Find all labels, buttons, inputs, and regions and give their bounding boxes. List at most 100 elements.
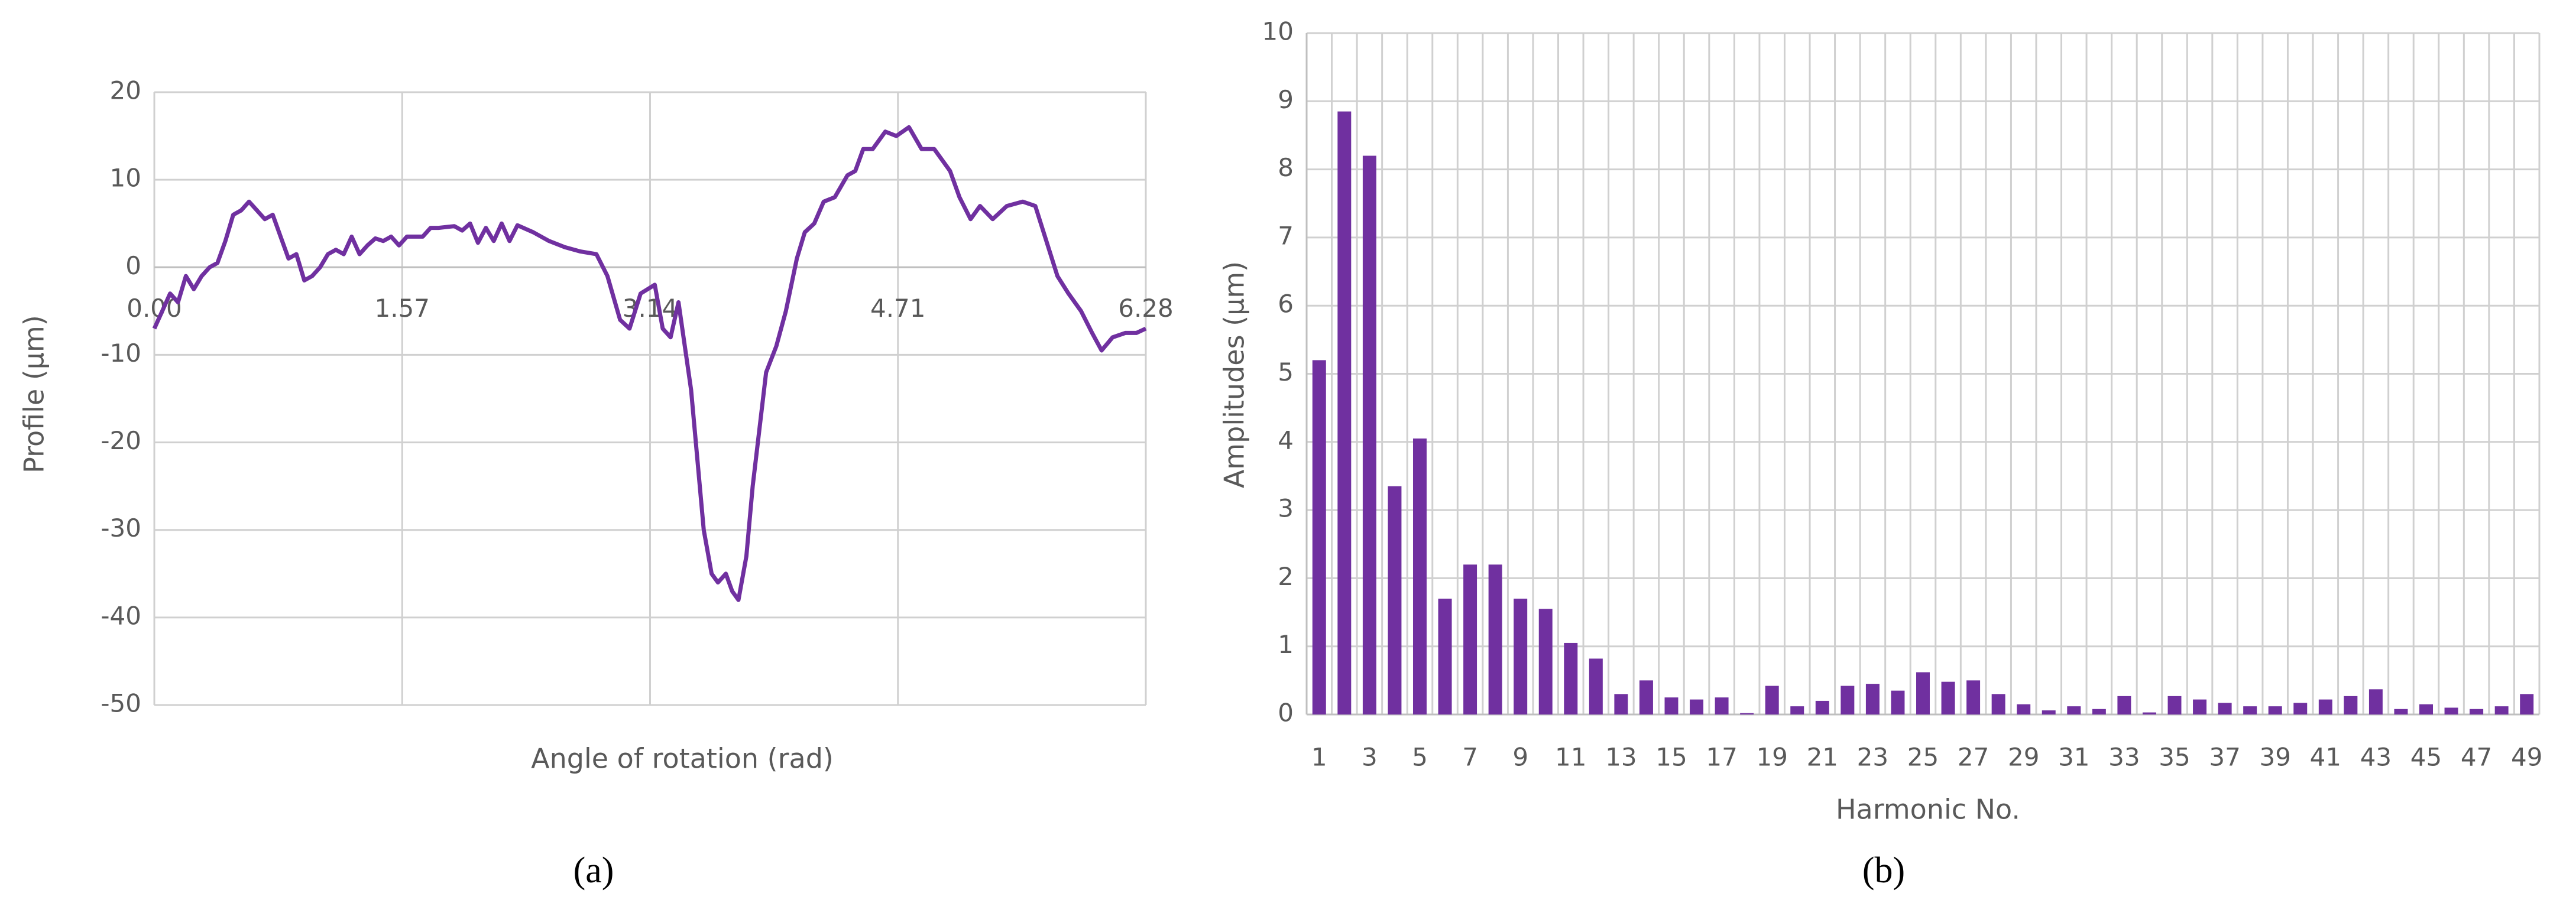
bar <box>1488 564 1502 714</box>
bar <box>1362 155 1376 714</box>
y-tick-label: -20 <box>101 426 141 455</box>
x-tick-label: 23 <box>1857 743 1888 772</box>
bar <box>1514 598 1528 714</box>
bar <box>1438 598 1452 714</box>
x-tick-label: 7 <box>1462 743 1478 772</box>
bar <box>1941 681 1955 714</box>
y-tick-label: 0 <box>125 251 141 280</box>
x-axis-label: Harmonic No. <box>1836 794 2020 826</box>
bar <box>2494 706 2509 714</box>
x-tick-label: 3 <box>1362 743 1378 772</box>
bar <box>2193 699 2207 714</box>
bar <box>2470 709 2484 714</box>
x-tick-label: 35 <box>2159 743 2190 772</box>
bar <box>2092 709 2106 714</box>
bar <box>2117 696 2131 714</box>
line-series <box>152 125 1147 602</box>
bar <box>2419 704 2434 714</box>
bar <box>1790 706 1804 714</box>
y-tick-label: 6 <box>1278 290 1294 319</box>
y-tick-label: 8 <box>1278 153 1294 182</box>
bar <box>1715 697 1729 714</box>
x-tick-label: 17 <box>1706 743 1737 772</box>
bar <box>1564 642 1578 714</box>
y-tick-label: 1 <box>1278 630 1294 659</box>
bar <box>1337 111 1352 715</box>
x-tick-label: 33 <box>2108 743 2140 772</box>
y-tick-label: 2 <box>1278 562 1294 591</box>
bar <box>2067 706 2081 714</box>
bar <box>1312 360 1326 714</box>
bar <box>1891 690 1905 714</box>
bar <box>1765 686 1779 714</box>
bar <box>2017 704 2031 714</box>
x-tick-label: 29 <box>2008 743 2039 772</box>
x-axis-label: Angle of rotation (rad) <box>531 743 834 775</box>
x-tick-label: 1.57 <box>374 294 430 323</box>
bar <box>2318 699 2332 714</box>
x-tick-label: 27 <box>1958 743 1989 772</box>
bar <box>1966 680 1981 714</box>
bar <box>1916 672 1930 714</box>
x-tick-label: 6.28 <box>1118 294 1174 323</box>
y-tick-label: -50 <box>101 689 141 718</box>
bar <box>1841 686 1855 714</box>
y-tick-label: -30 <box>101 514 141 543</box>
y-axis-label: Profile (µm) <box>18 315 50 473</box>
x-tick-label: 1 <box>1311 743 1327 772</box>
bar <box>1865 684 1880 714</box>
bar <box>2142 712 2156 714</box>
bar <box>2243 706 2257 714</box>
x-tick-label: 21 <box>1807 743 1838 772</box>
y-tick-label: 3 <box>1278 494 1294 523</box>
x-tick-label: 47 <box>2461 743 2492 772</box>
x-tick-label: 13 <box>1605 743 1637 772</box>
y-tick-label: 5 <box>1278 358 1294 386</box>
bar <box>2293 703 2308 714</box>
caption: (a) <box>573 850 614 891</box>
y-axis-label: Amplitudes (µm) <box>1219 261 1250 488</box>
bar <box>1614 694 1628 714</box>
bar <box>2268 706 2282 714</box>
bar <box>1463 564 1477 714</box>
x-tick-label: 39 <box>2259 743 2290 772</box>
x-tick-label: 37 <box>2209 743 2240 772</box>
y-tick-label: 0 <box>1278 699 1294 727</box>
bar <box>2218 703 2232 714</box>
bar <box>1664 697 1679 714</box>
x-tick-label: 43 <box>2360 743 2392 772</box>
bar <box>2520 694 2534 714</box>
y-tick-label: 10 <box>1262 17 1294 46</box>
x-tick-label: 19 <box>1756 743 1787 772</box>
bar <box>1412 438 1427 714</box>
x-tick-label: 31 <box>2058 743 2089 772</box>
x-tick-label: 15 <box>1655 743 1687 772</box>
y-tick-label: -40 <box>101 601 141 630</box>
bar <box>2344 696 2358 714</box>
bar <box>2444 707 2458 714</box>
caption: (b) <box>1862 850 1905 891</box>
x-tick-label: 5 <box>1412 743 1428 772</box>
y-tick-label: 20 <box>110 76 141 105</box>
bar <box>1639 680 1653 714</box>
y-tick-label: 7 <box>1278 221 1294 250</box>
bar <box>1538 609 1553 714</box>
y-tick-label: 9 <box>1278 85 1294 114</box>
bar <box>2042 710 2056 714</box>
bar <box>1690 699 1704 714</box>
y-tick-label: -10 <box>101 339 141 368</box>
bar <box>1589 658 1603 714</box>
y-tick-label: 10 <box>110 164 141 193</box>
x-tick-label: 49 <box>2511 743 2542 772</box>
bar <box>1388 486 1402 714</box>
bar <box>2394 709 2408 714</box>
bar <box>2167 696 2182 714</box>
x-tick-label: 4.71 <box>870 294 926 323</box>
x-tick-label: 45 <box>2410 743 2442 772</box>
y-tick-label: 4 <box>1278 425 1294 454</box>
bar <box>1815 700 1829 714</box>
bar <box>1991 694 2005 714</box>
bar <box>2368 689 2383 714</box>
